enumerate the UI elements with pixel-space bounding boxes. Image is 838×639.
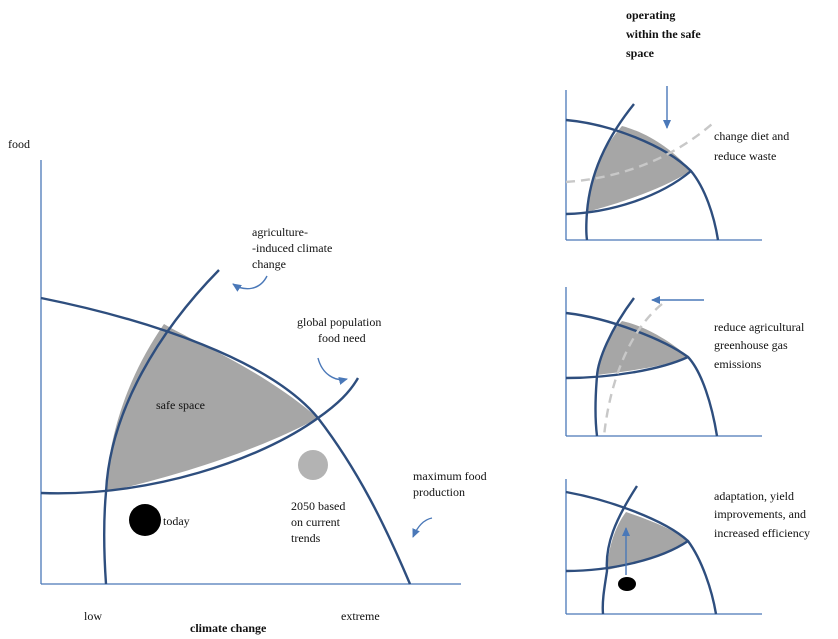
population-label-arrow [317,357,348,385]
population-label-line1: global population [297,315,381,329]
future-label-line3: trends [291,531,321,545]
future-label-line1: 2050 based [291,499,345,513]
panel1-safe-space [587,126,691,212]
panel1-label-line1: change diet and [714,129,789,143]
panel2-label-line2: greenhouse gas [714,338,788,352]
panel2-safe-space [597,321,688,375]
panel3-label-line1: adaptation, yield [714,489,794,503]
panel2-dashed-shift [602,303,663,437]
today-marker [129,504,161,536]
agriculture-climate-change-curve [102,269,220,585]
maxfood-label-line2: production [413,485,465,499]
panel1-dashed-shift [565,123,713,184]
safe-space-region [106,324,318,492]
panel3-label-line2: improvements, and [714,507,806,521]
panel3-today-marker [618,577,636,591]
panel2-label-line3: emissions [714,357,762,371]
maximum-food-production-curve [40,296,412,585]
agriculture-label-line1: agriculture- [252,225,308,239]
panel2-label-line1: reduce agricultural [714,320,805,334]
x-tick-low: low [84,609,102,623]
panel3-label-line3: increased efficiency [714,526,810,540]
safe-space-label: safe space [156,398,205,412]
main-diagram: food low extreme climate change agricult… [8,137,487,635]
panel-change-diet: change diet and reduce waste [565,86,789,241]
agriculture-label-arrow [232,275,268,292]
panel-adaptation: adaptation, yield improvements, and incr… [565,479,810,615]
x-axis-label: climate change [190,621,267,635]
maxfood-label-line1: maximum food [413,469,487,483]
future-label-line2: on current [291,515,341,529]
agriculture-label-line2: -induced climate [252,241,332,255]
x-tick-extreme: extreme [341,609,380,623]
panel3-safe-space [607,512,688,570]
y-axis-label: food [8,137,30,151]
population-label-line2: food need [318,331,366,345]
panels-heading-line2: within the safe [626,27,701,41]
maxfood-label-arrow [412,517,433,538]
panels-heading-line1: operating [626,8,675,22]
panel-reduce-emissions: reduce agricultural greenhouse gas emiss… [565,287,805,437]
today-label: today [163,514,190,528]
panel1-label-line2: reduce waste [714,149,776,163]
panels-heading-line3: space [626,46,655,60]
global-population-food-need-curve [40,377,360,495]
agriculture-label-line3: change [252,257,286,271]
future-2050-marker [298,450,328,480]
